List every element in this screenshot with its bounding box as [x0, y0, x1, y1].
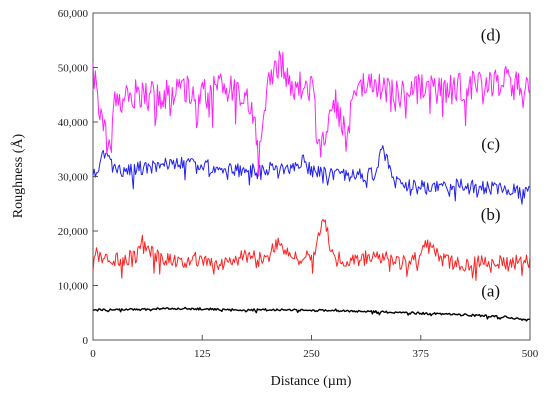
series-line: [92, 218, 531, 281]
series-label: (a): [481, 281, 500, 300]
x-tick-label: 375: [413, 348, 430, 360]
series-line: [92, 145, 531, 205]
y-tick-label: 0: [83, 335, 89, 347]
y-tick-label: 40,000: [58, 117, 89, 129]
x-tick-label: 125: [194, 348, 211, 360]
series-line: [93, 306, 531, 322]
y-tick-label: 10,000: [58, 281, 89, 293]
y-tick-label: 50,000: [58, 63, 89, 75]
y-tick-label: 30,000: [58, 172, 89, 184]
y-tick-label: 60,000: [58, 8, 89, 20]
series-line: [92, 50, 531, 177]
series-label: (c): [481, 134, 500, 153]
y-axis-title: Roughness (Å): [10, 133, 26, 218]
axes-layer: 0 125 250 375 500 0 10,000 20,000 30,000 40,000 50…: [58, 8, 539, 360]
series-label: (b): [481, 205, 501, 224]
y-tick-label: 20,000: [58, 226, 89, 238]
series-label: (d): [481, 25, 501, 44]
x-axis-title: Distance (µm): [271, 374, 352, 389]
x-tick-label: 0: [90, 348, 96, 360]
x-tick-label: 250: [303, 348, 320, 360]
x-tick-label: 500: [522, 348, 539, 360]
plot-frame: [92, 12, 531, 341]
series-layer: (a) (b) (c) (d): [92, 25, 531, 322]
